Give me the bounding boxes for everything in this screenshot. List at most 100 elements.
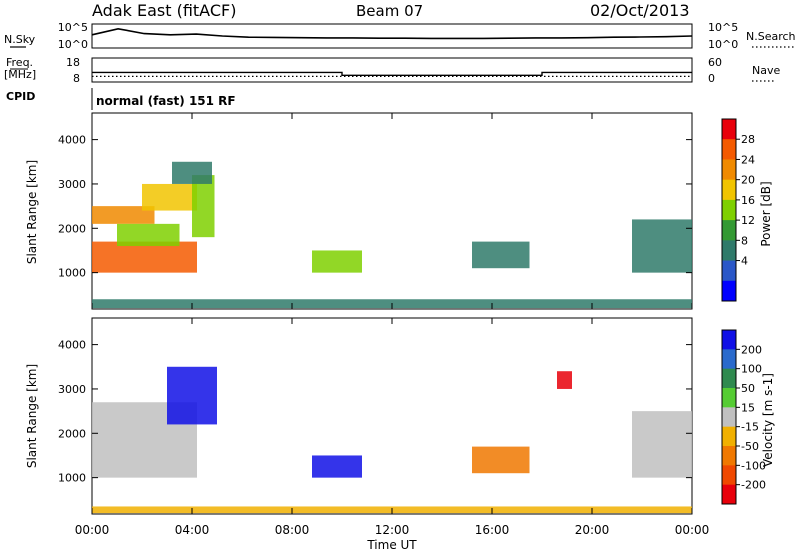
- echo-patch: [172, 161, 212, 184]
- echo-patch: [192, 175, 215, 238]
- colorbar-frame: [721, 118, 737, 302]
- time-axis-label: Time UT: [366, 538, 417, 552]
- freq-left-tick-high: 18: [66, 56, 80, 69]
- noise-left-tick-low: 10^0: [58, 38, 88, 51]
- colorbar-segment: [722, 330, 736, 350]
- colorbar-segment: [722, 368, 736, 389]
- beam-title: Beam 07: [356, 2, 423, 20]
- colorbar-tick-label: 12: [741, 214, 755, 227]
- noise-series: [91, 27, 693, 40]
- freq-right-tick-low: 0: [708, 72, 715, 85]
- time-ticks: 00:00 04:00 08:00 12:00 16:00 20:00 00:00: [75, 113, 710, 537]
- colorbar-segment: [722, 159, 736, 181]
- y-tick-label: 3000: [58, 178, 86, 191]
- echo-patch: [312, 250, 362, 273]
- colorbar-tick-label: 16: [741, 194, 755, 207]
- cpid-program: normal (fast) 151 RF: [96, 94, 236, 108]
- colorbar-tick-label: 15: [741, 401, 755, 414]
- colorbar-tick-label: 8: [741, 234, 748, 247]
- colorbar-tick-label: -50: [741, 440, 759, 453]
- colorbar-tick-label: 24: [741, 153, 755, 166]
- time-tick-label: 20:00: [575, 523, 610, 537]
- colorbar-segment: [722, 280, 736, 302]
- time-tick-label: 12:00: [375, 523, 410, 537]
- power-yticks: 4000 3000 2000 1000: [58, 134, 692, 280]
- colorbar-segment: [722, 388, 736, 408]
- station-title: Adak East (fitACF): [92, 1, 236, 20]
- y-tick-label: 2000: [58, 427, 86, 440]
- velocity-colorbar: 200 100 50 15 -15 -50 -100 -200: [721, 329, 766, 505]
- colorbar-segment: [722, 426, 736, 447]
- echo-patch: [472, 446, 530, 474]
- colorbar-segment: [722, 465, 736, 486]
- y-tick-label: 4000: [58, 134, 86, 147]
- colorbar-segment: [722, 119, 736, 140]
- date-title: 02/Oct/2013: [590, 1, 690, 20]
- colorbar-segment: [722, 407, 736, 428]
- echo-patch: [312, 455, 362, 478]
- time-tick-label: 00:00: [75, 523, 110, 537]
- colorbar-frame: [721, 329, 737, 505]
- echo-patch: [117, 223, 180, 247]
- time-tick-label: 08:00: [275, 523, 310, 537]
- noise-left-tick-high: 10^5: [58, 21, 88, 34]
- y-tick-label: 4000: [58, 339, 86, 352]
- noise-right-tick-high: 10^5: [708, 21, 738, 34]
- velocity-colorbar-label: Velocity [m s-1]: [761, 373, 775, 467]
- y-tick-label: 1000: [58, 267, 86, 280]
- freq-label-2: [MHz]: [4, 68, 36, 81]
- power-colorbar-label: Power [dB]: [759, 181, 773, 246]
- echo-patch: [92, 206, 155, 224]
- y-tick-label: 2000: [58, 222, 86, 235]
- power-ylabel: Slant Range [km]: [25, 160, 39, 264]
- colorbar-segment: [722, 139, 736, 160]
- freq-left-tick-low: 8: [73, 72, 80, 85]
- colorbar-tick-label: -100: [741, 459, 766, 472]
- colorbar-segment: [722, 260, 736, 282]
- colorbar-segment: [722, 484, 736, 505]
- colorbar-segment: [722, 179, 736, 201]
- echo-patch: [632, 411, 692, 478]
- echo-patch: [142, 183, 197, 211]
- frequency-line: [92, 71, 692, 77]
- freq-panel-frame: [91, 57, 693, 83]
- velocity-ylabel: Slant Range [km]: [25, 364, 39, 468]
- colorbar-tick-label: 100: [741, 363, 762, 376]
- time-tick-label: 16:00: [475, 523, 510, 537]
- echo-patch: [557, 371, 572, 389]
- noise-left-label: N.Sky: [4, 33, 36, 46]
- y-tick-label: 1000: [58, 472, 86, 485]
- cpid-label: CPID: [6, 90, 35, 103]
- time-tick-label: 00:00: [675, 523, 710, 537]
- colorbar-tick-label: 200: [741, 343, 762, 356]
- nave-label: Nave: [752, 64, 780, 77]
- noise-panel-frame: [91, 23, 693, 49]
- colorbar-tick-label: 4: [741, 255, 748, 268]
- power-heatmap: [92, 161, 692, 309]
- colorbar-tick-label: 28: [741, 133, 755, 146]
- echo-patch: [167, 366, 217, 425]
- time-tick-label: 04:00: [175, 523, 210, 537]
- colorbar-segment: [722, 240, 736, 262]
- echo-patch: [632, 219, 692, 273]
- y-tick-label: 3000: [58, 383, 86, 396]
- colorbar-segment: [722, 349, 736, 370]
- colorbar-tick-label: 20: [741, 174, 755, 187]
- colorbar-segment: [722, 220, 736, 241]
- freq-right-tick-high: 60: [708, 56, 722, 69]
- colorbar-tick-label: -15: [741, 421, 759, 434]
- colorbar-tick-label: -200: [741, 479, 766, 492]
- colorbar-tick-label: 50: [741, 382, 755, 395]
- colorbar-segment: [722, 446, 736, 466]
- power-colorbar: 28 24 20 16 12 8 4: [721, 118, 755, 302]
- power-panel-frame: [91, 112, 693, 310]
- freq-series: [92, 71, 692, 78]
- noise-sky-line: [91, 27, 693, 40]
- velocity-yticks: 4000 3000 2000 1000: [58, 339, 692, 485]
- echo-patch: [472, 241, 530, 269]
- noise-right-label: N.Search: [746, 30, 796, 43]
- freq-label-1: Freq.: [6, 56, 33, 69]
- colorbar-segment: [722, 199, 736, 221]
- noise-right-tick-low: 10^0: [708, 38, 738, 51]
